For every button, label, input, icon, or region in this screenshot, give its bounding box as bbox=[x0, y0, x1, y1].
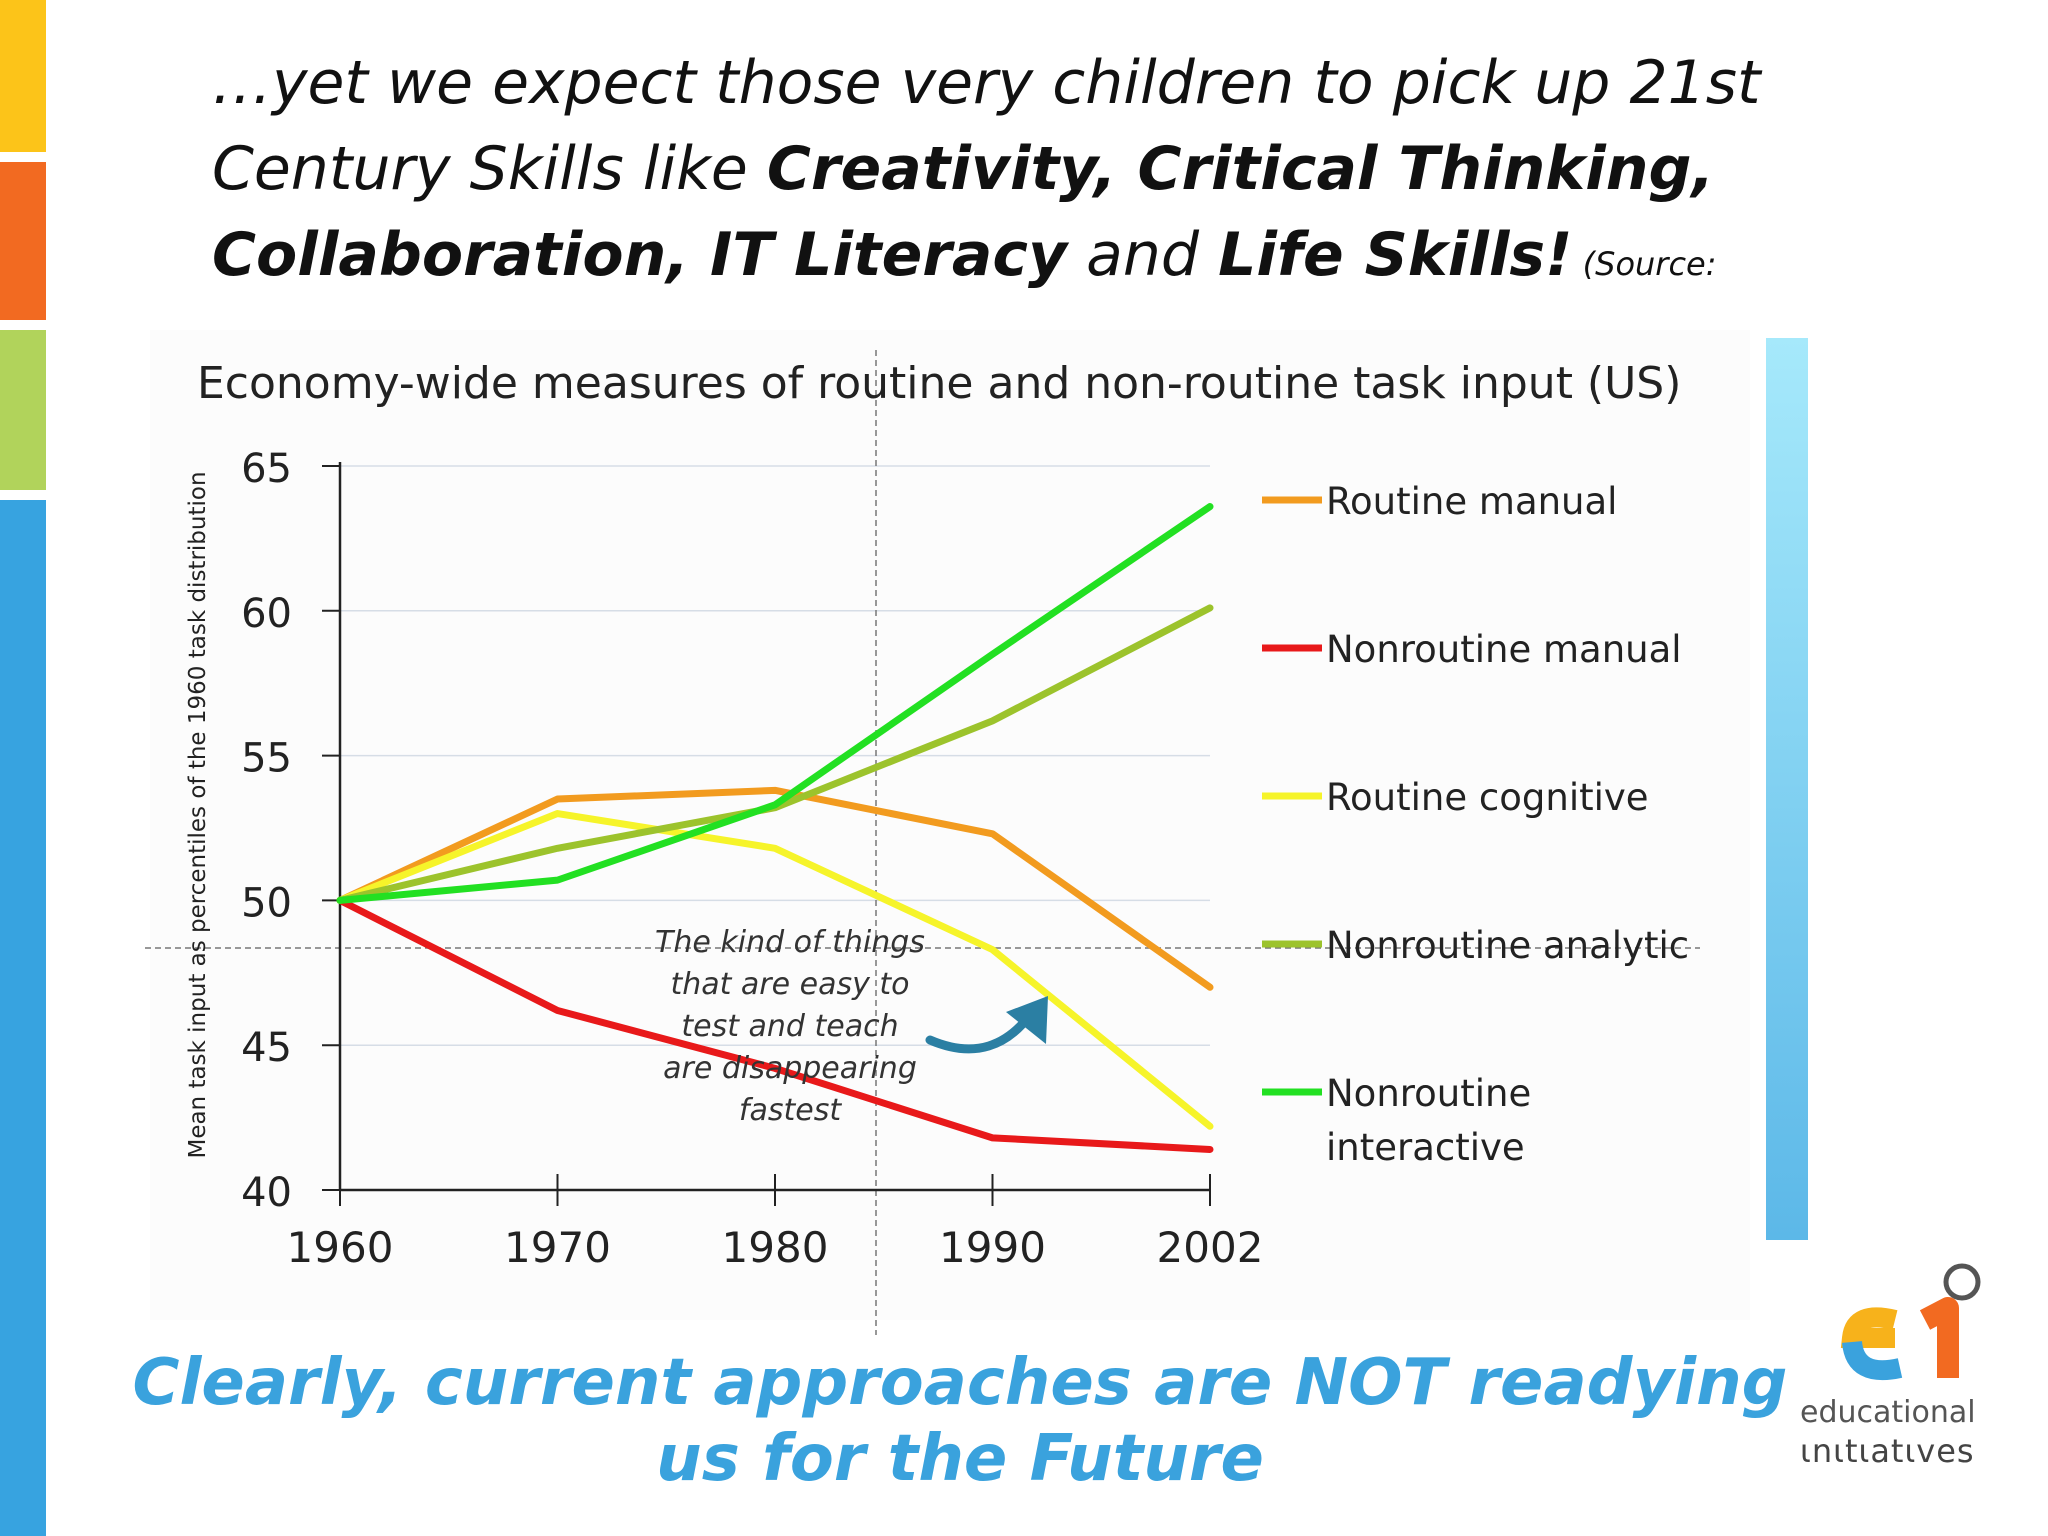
x-tick-label: 1980 bbox=[722, 1223, 829, 1272]
legend-label: Nonroutine analytic bbox=[1326, 924, 1689, 967]
annotation-text: The kind of things bbox=[655, 925, 925, 960]
slide-heading: …yet we expect those very children to pi… bbox=[212, 40, 1772, 402]
y-tick-label: 65 bbox=[241, 446, 292, 492]
heading-skills-1: Creativity, Critical Thinking, Collabora… bbox=[212, 134, 1715, 290]
y-tick-label: 55 bbox=[241, 736, 292, 782]
heading-text-2: and bbox=[1067, 220, 1219, 290]
accent-bar-blue bbox=[0, 500, 46, 1536]
footer-line-1: Clearly, current approaches are NOT read… bbox=[132, 1346, 1788, 1420]
educational-initiatives-logo: educational ιnιtιatιves bbox=[1800, 1260, 1990, 1480]
legend-label: Routine cognitive bbox=[1326, 776, 1649, 819]
footer-line-2: us for the Future bbox=[656, 1422, 1264, 1496]
series-line-routine-manual bbox=[336, 786, 1214, 991]
annotation-arrowhead bbox=[1006, 996, 1048, 1044]
ei-logo-mark bbox=[1840, 1263, 1981, 1381]
chart-title: Economy-wide measures of routine and non… bbox=[197, 358, 1681, 409]
legend-label: Routine manual bbox=[1326, 480, 1617, 523]
logo-text-initiatives: ιnιtιatιves bbox=[1800, 1432, 1975, 1470]
decorative-gradient-strip bbox=[1766, 338, 1808, 1240]
x-tick-label: 1960 bbox=[287, 1223, 394, 1272]
annotation-text: fastest bbox=[739, 1093, 842, 1128]
y-tick-label: 45 bbox=[241, 1025, 292, 1071]
accent-bar-green bbox=[0, 330, 46, 490]
slide-footer: Clearly, current approaches are NOT read… bbox=[60, 1345, 1860, 1497]
heading-skills-2: Life Skills! bbox=[1218, 220, 1573, 290]
series-line-nonroutine-analytic bbox=[336, 604, 1214, 904]
heading-text-1: …yet we expect those very children to pi… bbox=[212, 48, 1761, 204]
logo-text-educational: educational bbox=[1800, 1395, 1976, 1430]
legend-label: interactive bbox=[1326, 1126, 1525, 1169]
y-axis-label: Mean task input as percentiles of the 19… bbox=[185, 471, 211, 1158]
legend-label: Nonroutine bbox=[1326, 1072, 1531, 1115]
y-tick-label: 40 bbox=[241, 1170, 292, 1216]
x-tick-label: 2002 bbox=[1157, 1223, 1264, 1272]
annotation-text: that are easy to bbox=[670, 967, 909, 1002]
accent-bar-yellow bbox=[0, 0, 46, 152]
series-line-nonroutine-manual bbox=[336, 896, 1214, 1153]
annotation-text: test and teach bbox=[681, 1009, 898, 1044]
y-tick-label: 60 bbox=[241, 591, 292, 637]
series-line-routine-cognitive bbox=[336, 810, 1214, 1130]
x-tick-label: 1990 bbox=[939, 1223, 1046, 1272]
annotation-text: are disappearing bbox=[663, 1051, 917, 1086]
accent-bar-orange bbox=[0, 162, 46, 320]
legend-label: Nonroutine manual bbox=[1326, 628, 1682, 671]
series-line-nonroutine-interactive bbox=[336, 503, 1214, 904]
x-tick-label: 1970 bbox=[504, 1223, 611, 1272]
y-tick-label: 50 bbox=[241, 880, 292, 926]
